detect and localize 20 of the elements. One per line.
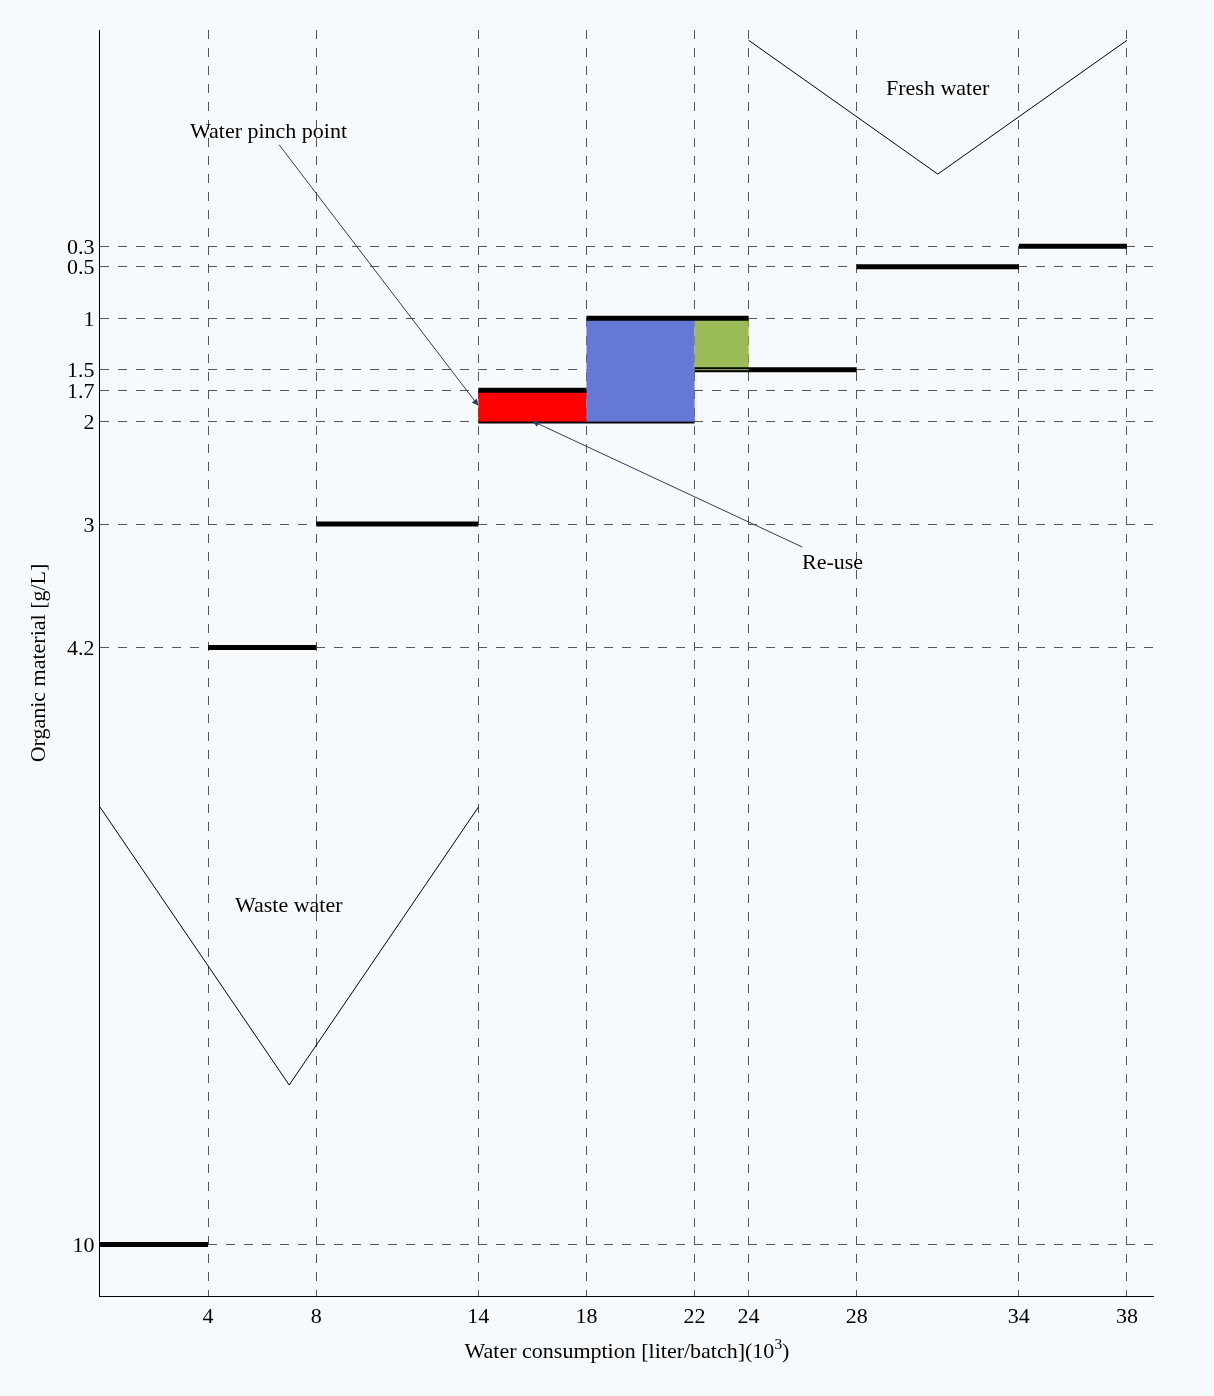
y-tick-label: 10 — [72, 1232, 95, 1258]
text: Waste water — [235, 892, 344, 917]
series-label: Fresh water — [886, 75, 990, 100]
y-tick-label: 4.2 — [67, 635, 95, 661]
x-tick-label: 34 — [1007, 1303, 1030, 1329]
x-tick-label: 8 — [310, 1303, 322, 1329]
annotation: Water pinch point — [190, 118, 348, 143]
y-axis-title: Organic material [g/L] — [24, 563, 50, 763]
y-tick-label: 2 — [83, 408, 95, 434]
x-tick-label: 24 — [737, 1303, 760, 1329]
x-tick-label: 14 — [467, 1303, 490, 1329]
y-tick-label: 1 — [83, 305, 95, 331]
x-tick-label: 28 — [845, 1303, 868, 1329]
x-axis-title: Water consumption [liter/batch](10$^{3}$) — [464, 1335, 790, 1364]
x-tick-label: 22 — [683, 1303, 706, 1329]
y-tick-label: 3 — [83, 511, 95, 537]
x-tick-label: 4 — [202, 1303, 214, 1329]
annotation: Re-use — [802, 549, 864, 574]
x-tick-label: 38 — [1115, 1303, 1138, 1329]
x-tick-label: 18 — [575, 1303, 598, 1329]
